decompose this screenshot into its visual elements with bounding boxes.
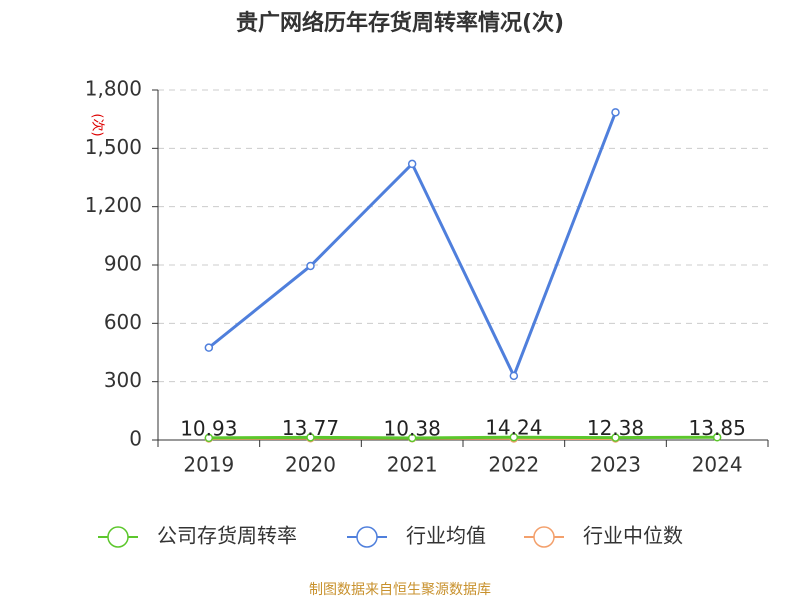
y-axis-label: (次) <box>90 113 106 136</box>
point <box>306 261 315 271</box>
x-tick-label: 2024 <box>692 453 743 477</box>
point <box>306 433 315 442</box>
y-tick-label: 1,500 <box>85 135 142 159</box>
value-label: 10.93 <box>180 416 237 440</box>
value-label: 10.38 <box>384 416 441 440</box>
y-tick-label: 600 <box>104 310 142 334</box>
value-label: 12.38 <box>587 416 644 440</box>
x-tick-label: 2019 <box>183 453 234 477</box>
x-tick-label: 2022 <box>488 453 539 477</box>
source-note: 制图数据来自恒生聚源数据库 <box>309 582 491 598</box>
point <box>204 433 214 443</box>
point <box>509 371 519 381</box>
x-tick-label: 2021 <box>387 453 438 477</box>
y-tick-label: 300 <box>104 368 142 392</box>
chart-title: 贵广网络历年存货周转率情况(次) <box>236 10 564 36</box>
value-label: 13.77 <box>282 416 339 440</box>
legend-marker <box>533 526 555 548</box>
point <box>407 433 417 443</box>
legend-marker <box>107 526 129 548</box>
series-line <box>207 111 617 380</box>
y-tick-label: 0 <box>129 427 142 451</box>
legend-label: 行业中位数 <box>583 524 683 548</box>
legend-marker <box>356 526 378 548</box>
x-tick-label: 2020 <box>285 453 336 477</box>
y-tick-label: 900 <box>104 252 142 276</box>
value-label: 14.24 <box>485 416 542 440</box>
legend-label: 公司存货周转率 <box>157 524 297 548</box>
point <box>204 343 214 352</box>
legend-label: 行业均值 <box>406 524 486 548</box>
point <box>712 433 722 442</box>
point <box>611 108 620 117</box>
y-tick-label: 1,200 <box>85 193 142 217</box>
value-label: 13.85 <box>689 416 746 440</box>
point <box>611 433 620 442</box>
point <box>407 159 417 169</box>
point <box>509 432 519 442</box>
series-line <box>208 435 718 440</box>
y-tick-label: 1,800 <box>85 77 142 101</box>
x-tick-label: 2023 <box>590 453 641 477</box>
